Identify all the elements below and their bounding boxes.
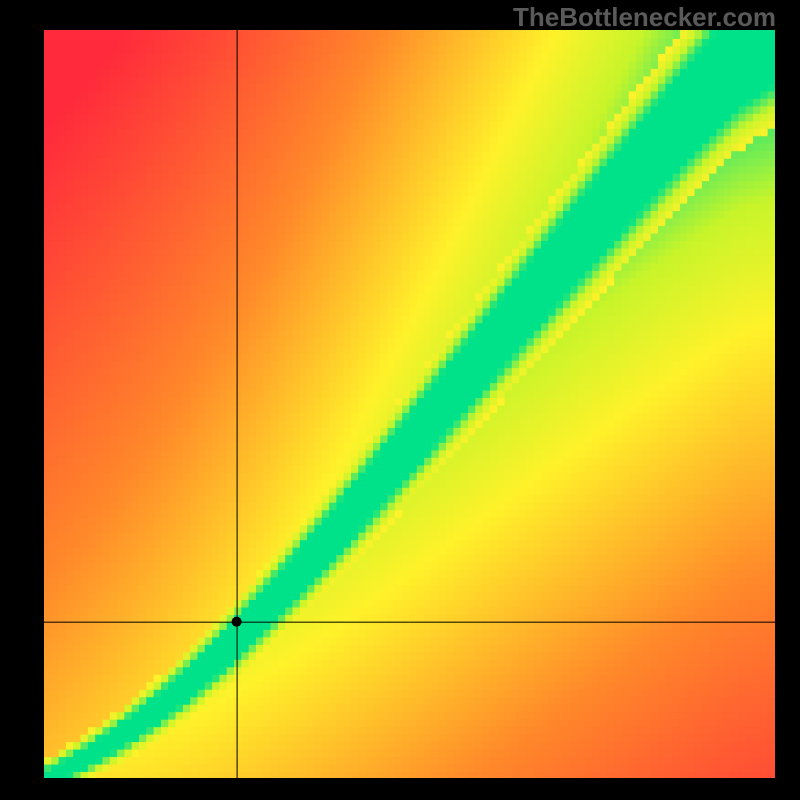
bottleneck-heatmap bbox=[44, 30, 775, 778]
watermark-text: TheBottlenecker.com bbox=[513, 2, 776, 33]
figure-container: TheBottlenecker.com bbox=[0, 0, 800, 800]
